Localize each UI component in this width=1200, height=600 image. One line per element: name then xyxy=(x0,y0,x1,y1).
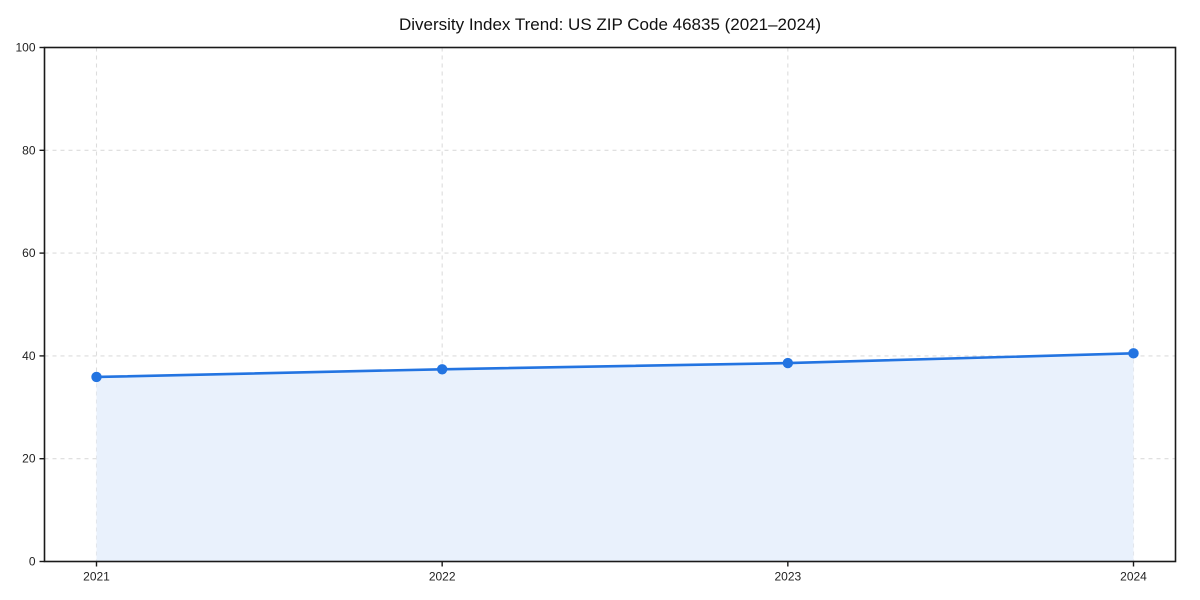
area-fill xyxy=(96,353,1134,562)
x-tick-label-2023: 2023 xyxy=(774,570,801,584)
line-layer xyxy=(91,348,1139,383)
grid-layer xyxy=(44,47,1176,562)
data-point-2022 xyxy=(436,364,448,375)
chart-title: Diversity Index Trend: US ZIP Code 46835… xyxy=(399,15,821,34)
data-point-2024 xyxy=(1128,348,1139,359)
x-tick-label-2022: 2022 xyxy=(429,570,456,584)
x-tick-label-2024: 2024 xyxy=(1120,570,1147,584)
y-tick-label-20: 20 xyxy=(22,452,36,466)
area-layer xyxy=(96,353,1134,562)
y-tick-label-0: 0 xyxy=(29,555,36,569)
trend-line xyxy=(95,352,1135,379)
y-tick-label-80: 80 xyxy=(22,143,36,157)
x-tick-label-2021: 2021 xyxy=(83,570,110,584)
plot-border xyxy=(43,46,1177,563)
label-layer: 0 20 40 60 80 100 2021 2022 2023 2024 xyxy=(15,41,1147,584)
y-tick-label-40: 40 xyxy=(22,349,36,363)
y-tick-label-100: 100 xyxy=(15,41,35,55)
y-tick-label-60: 60 xyxy=(22,246,36,260)
axis-layer xyxy=(39,46,1177,567)
data-point-2021 xyxy=(91,371,102,383)
data-point-2023 xyxy=(782,357,794,369)
